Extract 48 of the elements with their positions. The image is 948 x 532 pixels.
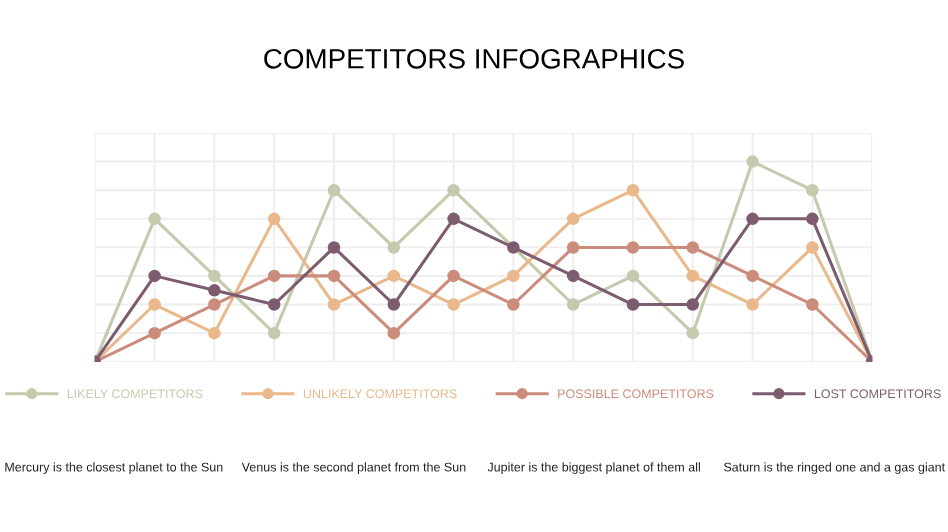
point xyxy=(626,183,640,197)
point xyxy=(267,269,281,283)
point xyxy=(148,326,161,340)
point xyxy=(566,269,580,283)
point xyxy=(267,326,281,340)
point xyxy=(746,298,759,311)
point xyxy=(327,183,341,197)
point xyxy=(387,269,401,283)
point xyxy=(746,212,759,226)
point xyxy=(148,212,161,226)
point xyxy=(447,212,460,226)
point xyxy=(148,298,161,311)
point xyxy=(566,212,580,226)
point xyxy=(327,298,341,311)
point xyxy=(208,298,221,311)
point xyxy=(566,298,580,311)
point xyxy=(208,269,221,283)
point xyxy=(148,269,161,283)
point xyxy=(387,241,401,254)
point xyxy=(447,183,460,197)
point xyxy=(566,241,580,254)
point xyxy=(686,269,700,283)
point xyxy=(208,284,221,297)
point xyxy=(746,269,759,283)
point xyxy=(686,326,700,340)
point xyxy=(626,298,640,311)
point xyxy=(387,326,401,340)
point xyxy=(447,269,460,283)
point xyxy=(686,298,700,311)
chart-title: COMPETITORS INFOGRAPHICS xyxy=(264,48,684,69)
point xyxy=(806,298,819,311)
point xyxy=(686,241,700,254)
point xyxy=(267,212,281,226)
point xyxy=(626,269,640,283)
point xyxy=(746,155,759,168)
point xyxy=(208,326,221,340)
point xyxy=(507,269,520,283)
point xyxy=(806,241,819,254)
point xyxy=(447,298,460,311)
point xyxy=(626,241,640,254)
point xyxy=(267,298,281,311)
point xyxy=(327,241,341,254)
point xyxy=(507,298,520,311)
point xyxy=(327,269,341,283)
point xyxy=(806,212,819,226)
point xyxy=(507,241,520,254)
point xyxy=(806,183,819,197)
point xyxy=(387,298,401,311)
